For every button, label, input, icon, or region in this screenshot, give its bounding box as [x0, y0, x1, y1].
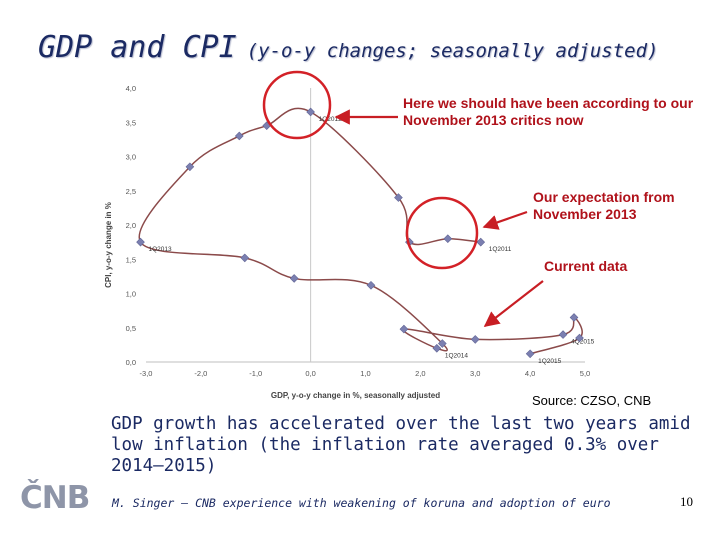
y-tick-label: 2,0 [126, 221, 136, 230]
data-point [240, 253, 250, 263]
data-point [432, 343, 442, 353]
logo-text: ČNB [20, 479, 89, 516]
data-point [476, 237, 486, 247]
y-tick-label: 0,0 [126, 358, 136, 367]
x-axis-title: GDP, y-o-y change in %, seasonally adjus… [271, 391, 440, 400]
y-tick-label: 1,0 [126, 290, 136, 299]
highlight-circle-expectation [405, 196, 479, 270]
page-number: 10 [680, 494, 693, 509]
point-label: 1Q2015 [538, 358, 562, 365]
y-tick-label: 4,0 [126, 84, 136, 93]
footer-text: M. Singer – CNB experience with weakenin… [112, 496, 611, 510]
data-point [525, 349, 535, 359]
data-point [136, 237, 145, 247]
x-tick-label: -3,0 [140, 369, 153, 378]
slide-title: GDP and CPI [38, 30, 237, 65]
data-point [394, 193, 403, 202]
x-tick-label: -1,0 [249, 369, 262, 378]
x-tick-label: -2,0 [194, 369, 207, 378]
y-tick-label: 3,5 [126, 118, 136, 127]
data-point [569, 313, 579, 322]
x-tick-label: 2,0 [415, 369, 425, 378]
y-tick-label: 1,5 [126, 255, 136, 264]
source-note: Source: CZSO, CNB [532, 393, 652, 408]
point-label: 1Q2014 [445, 352, 469, 359]
overlay-layer [262, 70, 544, 327]
y-tick-label: 0,5 [126, 324, 136, 333]
annotation-current: Current data [544, 258, 628, 274]
y-axis-title: CPI, y-o-y change in % [104, 202, 113, 288]
highlight-circle-critics [262, 70, 332, 140]
data-point [366, 280, 376, 290]
y-tick-label: 3,0 [126, 153, 136, 162]
data-point [470, 335, 480, 344]
x-tick-label: 0,0 [305, 369, 315, 378]
data-point [306, 107, 315, 117]
summary-text: GDP growth has accelerated over the last… [111, 414, 691, 476]
point-label: 1Q2011 [489, 246, 512, 253]
data-point [234, 131, 244, 141]
data-point [399, 324, 409, 334]
data-point [443, 234, 453, 244]
cnb-logo: ČNB [20, 479, 90, 516]
data-point [185, 162, 195, 172]
y-tick-label: 2,5 [126, 187, 136, 196]
data-point [575, 333, 584, 343]
data-point [558, 330, 568, 339]
series-line [138, 107, 583, 355]
slide-subtitle: (y-o-y changes; seasonally adjusted) [246, 40, 659, 62]
x-tick-label: 4,0 [525, 369, 535, 378]
arrow-current [483, 280, 544, 327]
annotation-expectation: Our expectation from November 2013 [533, 189, 675, 222]
point-label: 4Q2015 [571, 339, 595, 346]
data-point [289, 274, 299, 283]
axes-layer: -3,0 -2,0 -1,0 0,0 1,0 2,0 3,0 4,0 5,0 0,0 0,5 1,0 1… [104, 84, 590, 400]
x-tick-label: 1,0 [360, 369, 370, 378]
x-tick-label: 5,0 [580, 369, 590, 378]
arrow-expectation [482, 210, 528, 230]
x-tick-label: 3,0 [470, 369, 480, 378]
slide-title-block: GDP and CPI (y-o-y changes; seasonally ad… [38, 30, 659, 65]
annotation-critics: Here we should have been according to ou… [403, 95, 694, 128]
data-point [438, 339, 447, 348]
point-label: 1Q2012 [319, 116, 343, 123]
series-layer: 1Q2011 1Q2012 1Q2013 1Q2014 4Q2015 1Q2015 [136, 107, 595, 365]
point-label: 1Q2013 [149, 246, 173, 253]
